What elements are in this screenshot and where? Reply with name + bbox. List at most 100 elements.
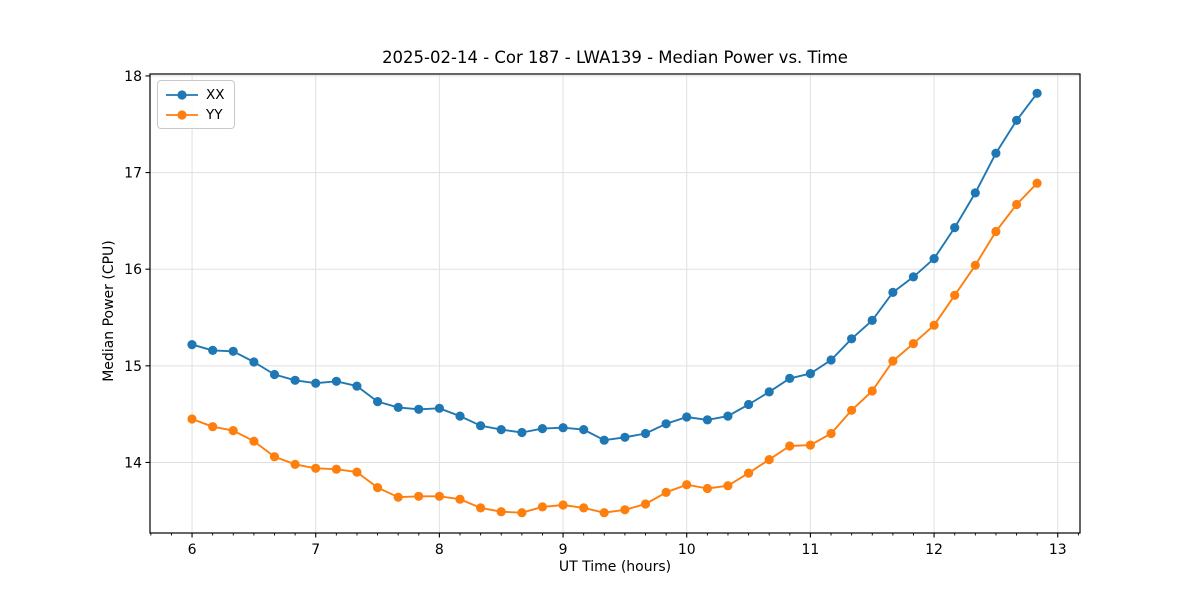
yy-series-marker bbox=[537, 502, 548, 512]
xx-series-marker bbox=[579, 425, 589, 435]
xx-series-marker bbox=[414, 404, 424, 414]
legend-label-xx: XX bbox=[206, 86, 225, 103]
yy-series-marker bbox=[496, 507, 506, 517]
yy-series-line bbox=[191, 182, 1039, 514]
xx-series-marker bbox=[682, 412, 692, 422]
xx-series-marker bbox=[826, 355, 836, 365]
yy-series-marker bbox=[970, 260, 980, 270]
x-axis-label: UT Time (hours) bbox=[558, 559, 672, 575]
xx-series-marker bbox=[702, 415, 713, 425]
xx-series-line-marker-icon bbox=[166, 89, 198, 100]
yy-series-marker bbox=[744, 468, 754, 478]
yy-series-marker bbox=[352, 467, 362, 477]
xx-series-marker bbox=[290, 375, 300, 385]
xx-series-marker bbox=[908, 272, 919, 282]
x-tick-label: 8 bbox=[435, 542, 444, 558]
legend-label-yy: YY bbox=[206, 106, 223, 123]
xx-series-marker bbox=[723, 411, 733, 421]
yy-series-marker bbox=[269, 452, 280, 462]
yy-series-marker bbox=[599, 508, 609, 518]
yy-series-marker bbox=[414, 491, 424, 501]
xx-series-marker bbox=[208, 345, 218, 355]
yy-series-marker bbox=[847, 405, 857, 415]
xx-series-marker bbox=[929, 254, 939, 264]
yy-series-marker bbox=[434, 491, 444, 501]
xx-series-marker bbox=[970, 188, 980, 198]
yy-series-marker bbox=[620, 505, 630, 515]
yy-series-marker bbox=[702, 483, 713, 494]
y-tick-label: 16 bbox=[124, 262, 142, 278]
xx-series-marker bbox=[888, 287, 898, 297]
yy-series-marker bbox=[228, 426, 238, 436]
xx-series-marker bbox=[455, 411, 465, 421]
yy-series-marker bbox=[826, 428, 836, 439]
xx-series-marker bbox=[393, 402, 403, 412]
yy-series-marker bbox=[476, 503, 486, 513]
x-tick-label: 9 bbox=[559, 542, 568, 558]
yy-series-marker bbox=[805, 440, 816, 450]
yy-series-marker bbox=[208, 422, 218, 432]
yy-series-marker bbox=[661, 487, 671, 497]
xx-series-marker bbox=[1032, 88, 1042, 98]
x-tick-label: 7 bbox=[311, 542, 320, 558]
xx-series-marker bbox=[537, 424, 548, 434]
yy-series-marker bbox=[929, 320, 939, 330]
x-tick-label: 6 bbox=[188, 542, 197, 558]
yy-series-marker bbox=[1012, 199, 1022, 210]
yy-series-marker bbox=[764, 455, 774, 465]
yy-series-marker bbox=[290, 459, 300, 469]
legend-entry-yy: YY bbox=[165, 105, 225, 124]
y-tick-label: 18 bbox=[124, 69, 142, 85]
axes-frame bbox=[149, 73, 1081, 534]
y-axis-label: Median Power (CPU) bbox=[101, 240, 117, 382]
yy-series-marker bbox=[517, 508, 527, 518]
xx-series-marker bbox=[558, 423, 568, 433]
xx-series-marker bbox=[744, 399, 754, 410]
legend-entry-xx: XX bbox=[165, 85, 225, 104]
x-tick-label: 12 bbox=[925, 542, 943, 558]
xx-series-marker bbox=[331, 376, 341, 386]
yy-series-marker bbox=[1032, 178, 1042, 188]
xx-series-marker bbox=[805, 369, 816, 379]
y-tick-label: 14 bbox=[124, 455, 142, 471]
yy-series-marker bbox=[682, 480, 692, 490]
xx-series-marker bbox=[311, 378, 321, 388]
yy-series-marker bbox=[393, 492, 403, 502]
xx-series-marker bbox=[785, 373, 795, 383]
xx-series-marker bbox=[496, 425, 506, 435]
yy-series-marker bbox=[991, 226, 1001, 237]
yy-series-marker bbox=[558, 500, 568, 510]
xx-series-marker bbox=[950, 223, 960, 233]
x-tick-label: 10 bbox=[678, 542, 696, 558]
x-tick-label: 11 bbox=[801, 542, 819, 558]
xx-series-marker bbox=[599, 435, 609, 445]
xx-series-marker bbox=[764, 387, 774, 397]
xx-series-marker bbox=[352, 381, 362, 391]
xx-series-marker bbox=[847, 334, 857, 344]
xx-series-marker bbox=[620, 432, 630, 442]
yy-series-marker bbox=[785, 441, 795, 451]
x-tick-label: 13 bbox=[1049, 542, 1067, 558]
yy-series-line-marker-icon bbox=[166, 109, 198, 120]
yy-series-marker bbox=[455, 494, 465, 504]
xx-series-marker bbox=[249, 357, 259, 367]
yy-series-marker bbox=[950, 290, 960, 300]
xx-series-marker bbox=[373, 397, 383, 407]
yy-series-marker bbox=[249, 436, 259, 446]
chart-title: 2025-02-14 - Cor 187 - LWA139 - Median P… bbox=[382, 48, 848, 67]
yy-series-marker bbox=[640, 499, 651, 509]
xx-series-marker bbox=[269, 369, 280, 380]
xx-series-marker bbox=[661, 419, 671, 429]
xx-series-marker bbox=[1012, 115, 1022, 125]
yy-series-marker bbox=[579, 503, 589, 513]
y-tick-label: 17 bbox=[124, 166, 142, 182]
yy-series-marker bbox=[373, 483, 383, 493]
xx-series-marker bbox=[867, 315, 877, 325]
xx-series-marker bbox=[640, 428, 651, 439]
yy-series-marker bbox=[867, 386, 877, 396]
yy-series-marker bbox=[888, 356, 898, 366]
xx-series-marker bbox=[228, 346, 238, 356]
xx-series-line bbox=[191, 92, 1039, 442]
